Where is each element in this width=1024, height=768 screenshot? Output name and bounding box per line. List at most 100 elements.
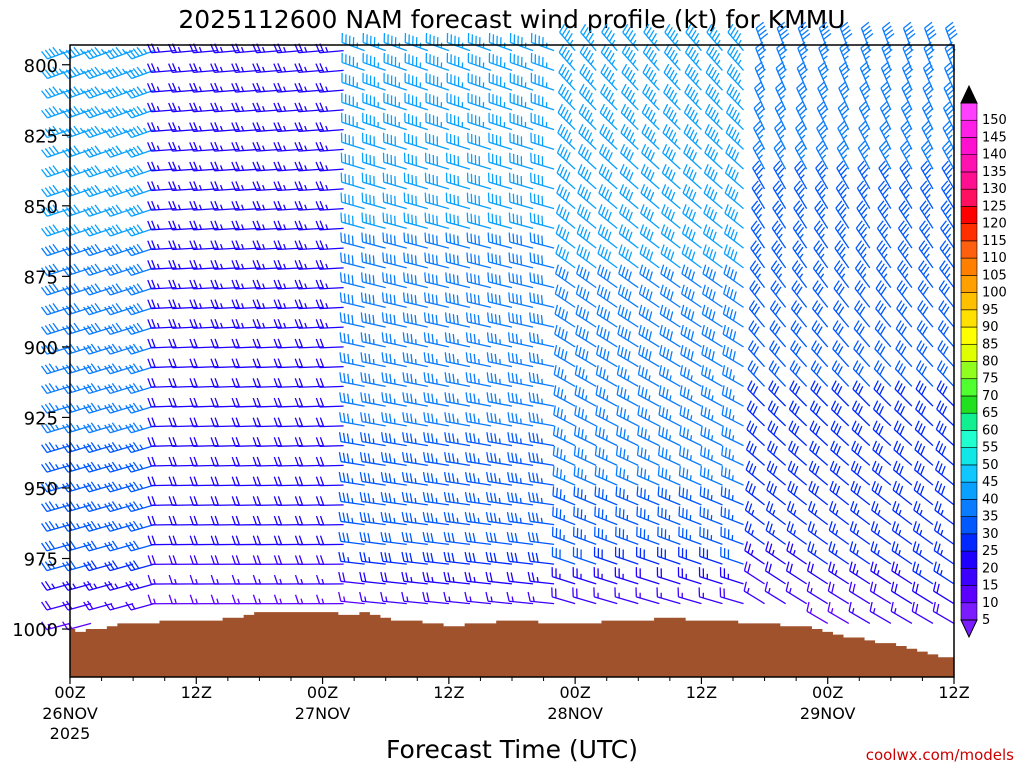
barb-feather — [456, 275, 459, 285]
barb-feather — [478, 235, 480, 246]
barb-feather — [90, 540, 98, 550]
barb-feather — [657, 466, 660, 476]
barb-feather — [86, 49, 94, 58]
wind-barb — [62, 580, 92, 591]
barb-feather — [48, 323, 56, 333]
barb-half-feather — [51, 583, 56, 589]
wind-barb — [62, 303, 92, 316]
barb-feather — [414, 255, 417, 265]
wind-barb — [104, 580, 134, 591]
barb-half-feather — [647, 475, 650, 481]
barb-feather — [90, 48, 98, 57]
barb-feather — [111, 264, 119, 274]
barb-feather — [62, 149, 69, 158]
wind-barb — [41, 46, 71, 60]
barb-feather — [125, 168, 133, 178]
barb-feather — [107, 305, 115, 314]
wind-barb — [41, 283, 71, 296]
barb-feather — [62, 109, 69, 119]
barb-half-feather — [139, 424, 144, 430]
wind-barb — [41, 125, 71, 139]
barb-feather — [344, 213, 347, 224]
barb-feather — [90, 363, 98, 372]
barb-feather — [86, 266, 94, 275]
barb-feather — [533, 253, 536, 264]
barb-feather — [65, 305, 73, 314]
barb-feather — [48, 501, 56, 510]
barb-feather — [41, 306, 48, 316]
barb-feather — [136, 66, 144, 75]
barb-half-feather — [563, 475, 566, 481]
barb-feather — [132, 442, 140, 451]
barb-half-feather — [55, 503, 60, 509]
barb-feather — [619, 467, 622, 478]
barb-half-feather — [435, 458, 438, 464]
barb-shaft — [109, 603, 134, 611]
barb-feather — [406, 273, 410, 283]
wind-barb — [41, 165, 71, 178]
barb-feather — [83, 70, 91, 79]
barb-feather — [62, 405, 69, 414]
barb-feather — [41, 129, 48, 138]
barb-feather — [104, 287, 111, 296]
barb-half-feather — [55, 523, 60, 529]
barb-feather — [516, 234, 519, 245]
barb-feather — [147, 279, 152, 290]
barb-feather — [424, 232, 427, 243]
barb-feather — [52, 46, 60, 56]
barb-feather — [111, 304, 119, 313]
barb-feather — [69, 343, 77, 353]
barb-feather — [62, 129, 69, 138]
barb-feather — [86, 226, 94, 236]
barb-feather — [86, 364, 94, 373]
barb-half-feather — [79, 68, 85, 74]
barb-feather — [150, 63, 156, 73]
barb-feather — [44, 88, 52, 98]
barb-feather — [94, 86, 102, 95]
barb-half-feather — [143, 107, 148, 113]
barb-half-feather — [97, 444, 102, 450]
barb-feather — [147, 594, 152, 604]
barb-feather — [65, 600, 73, 610]
barb-feather — [552, 466, 555, 476]
barb-feather — [65, 423, 73, 433]
barb-feather — [136, 303, 144, 312]
barb-feather — [147, 122, 152, 132]
barb-feather — [132, 501, 140, 510]
wind-barb — [41, 184, 71, 198]
barb-feather — [487, 252, 490, 263]
barb-feather — [577, 467, 580, 478]
wind-barb — [147, 378, 176, 388]
barb-feather — [147, 417, 152, 427]
barb-feather — [62, 70, 69, 79]
wind-barb — [125, 580, 155, 591]
barb-feather — [115, 145, 123, 154]
barb-half-feather — [435, 497, 438, 504]
barb-half-feather — [156, 86, 160, 92]
barb-half-feather — [139, 503, 144, 509]
barb-feather — [44, 49, 52, 58]
barb-feather — [151, 437, 156, 447]
barb-half-feather — [584, 435, 587, 441]
barb-feather — [147, 456, 152, 467]
barb-feather — [427, 293, 431, 303]
barb-shaft — [131, 425, 155, 434]
barb-feather — [107, 148, 115, 157]
barb-feather — [48, 284, 56, 293]
barb-feather — [90, 402, 98, 412]
barb-feather — [147, 397, 152, 408]
barb-half-feather — [668, 475, 671, 481]
barb-feather — [86, 108, 94, 117]
barb-feather — [111, 481, 119, 490]
barb-feather — [403, 272, 406, 282]
wind-barb — [41, 501, 71, 513]
barb-feather — [129, 482, 136, 492]
barb-feather — [108, 561, 115, 570]
wind-barb — [83, 580, 113, 591]
barb-feather — [474, 234, 477, 245]
wind-barb — [104, 106, 134, 119]
barb-feather — [128, 69, 136, 78]
wind-barb — [125, 382, 155, 395]
barb-half-feather — [372, 497, 375, 504]
barb-feather — [640, 467, 643, 478]
